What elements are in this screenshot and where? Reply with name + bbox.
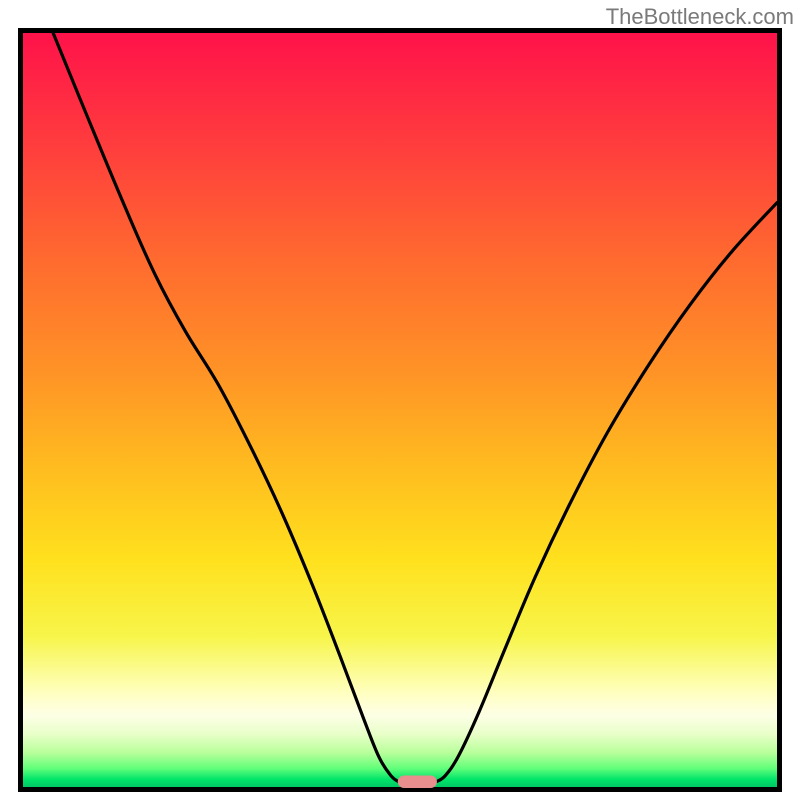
optimal-point-marker <box>398 776 437 788</box>
bottleneck-chart <box>0 0 800 800</box>
plot-background <box>23 33 777 787</box>
